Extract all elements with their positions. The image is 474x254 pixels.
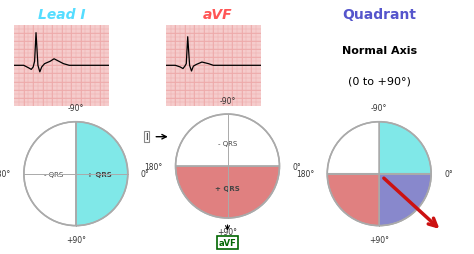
- Text: 0°: 0°: [141, 169, 149, 179]
- Text: -90°: -90°: [219, 96, 236, 105]
- Text: aVF: aVF: [219, 238, 237, 247]
- Wedge shape: [76, 122, 128, 226]
- Wedge shape: [175, 166, 280, 218]
- Text: I: I: [146, 133, 148, 142]
- Text: Lead I: Lead I: [38, 8, 85, 22]
- Wedge shape: [327, 174, 379, 226]
- Text: (0 to +90°): (0 to +90°): [348, 76, 410, 86]
- Text: Normal Axis: Normal Axis: [342, 46, 417, 56]
- Text: -90°: -90°: [68, 104, 84, 113]
- Text: -90°: -90°: [371, 104, 387, 113]
- Text: 180°: 180°: [296, 169, 314, 179]
- Text: 180°: 180°: [0, 169, 11, 179]
- Text: - QRS: - QRS: [218, 140, 237, 146]
- Wedge shape: [175, 115, 280, 166]
- Text: 180°: 180°: [145, 162, 163, 171]
- Wedge shape: [24, 122, 76, 226]
- Text: + QRS: + QRS: [215, 185, 240, 191]
- Text: 0°: 0°: [292, 162, 301, 171]
- Wedge shape: [379, 122, 431, 174]
- Text: Quadrant: Quadrant: [342, 8, 416, 22]
- Text: +90°: +90°: [66, 235, 86, 244]
- Text: aVF: aVF: [203, 8, 233, 22]
- Wedge shape: [379, 174, 431, 226]
- Wedge shape: [327, 122, 379, 174]
- Text: - QRS: - QRS: [45, 171, 64, 177]
- Text: +90°: +90°: [369, 235, 389, 244]
- Text: 0°: 0°: [444, 169, 453, 179]
- Text: + QRS: + QRS: [87, 171, 111, 177]
- Text: +90°: +90°: [218, 227, 237, 236]
